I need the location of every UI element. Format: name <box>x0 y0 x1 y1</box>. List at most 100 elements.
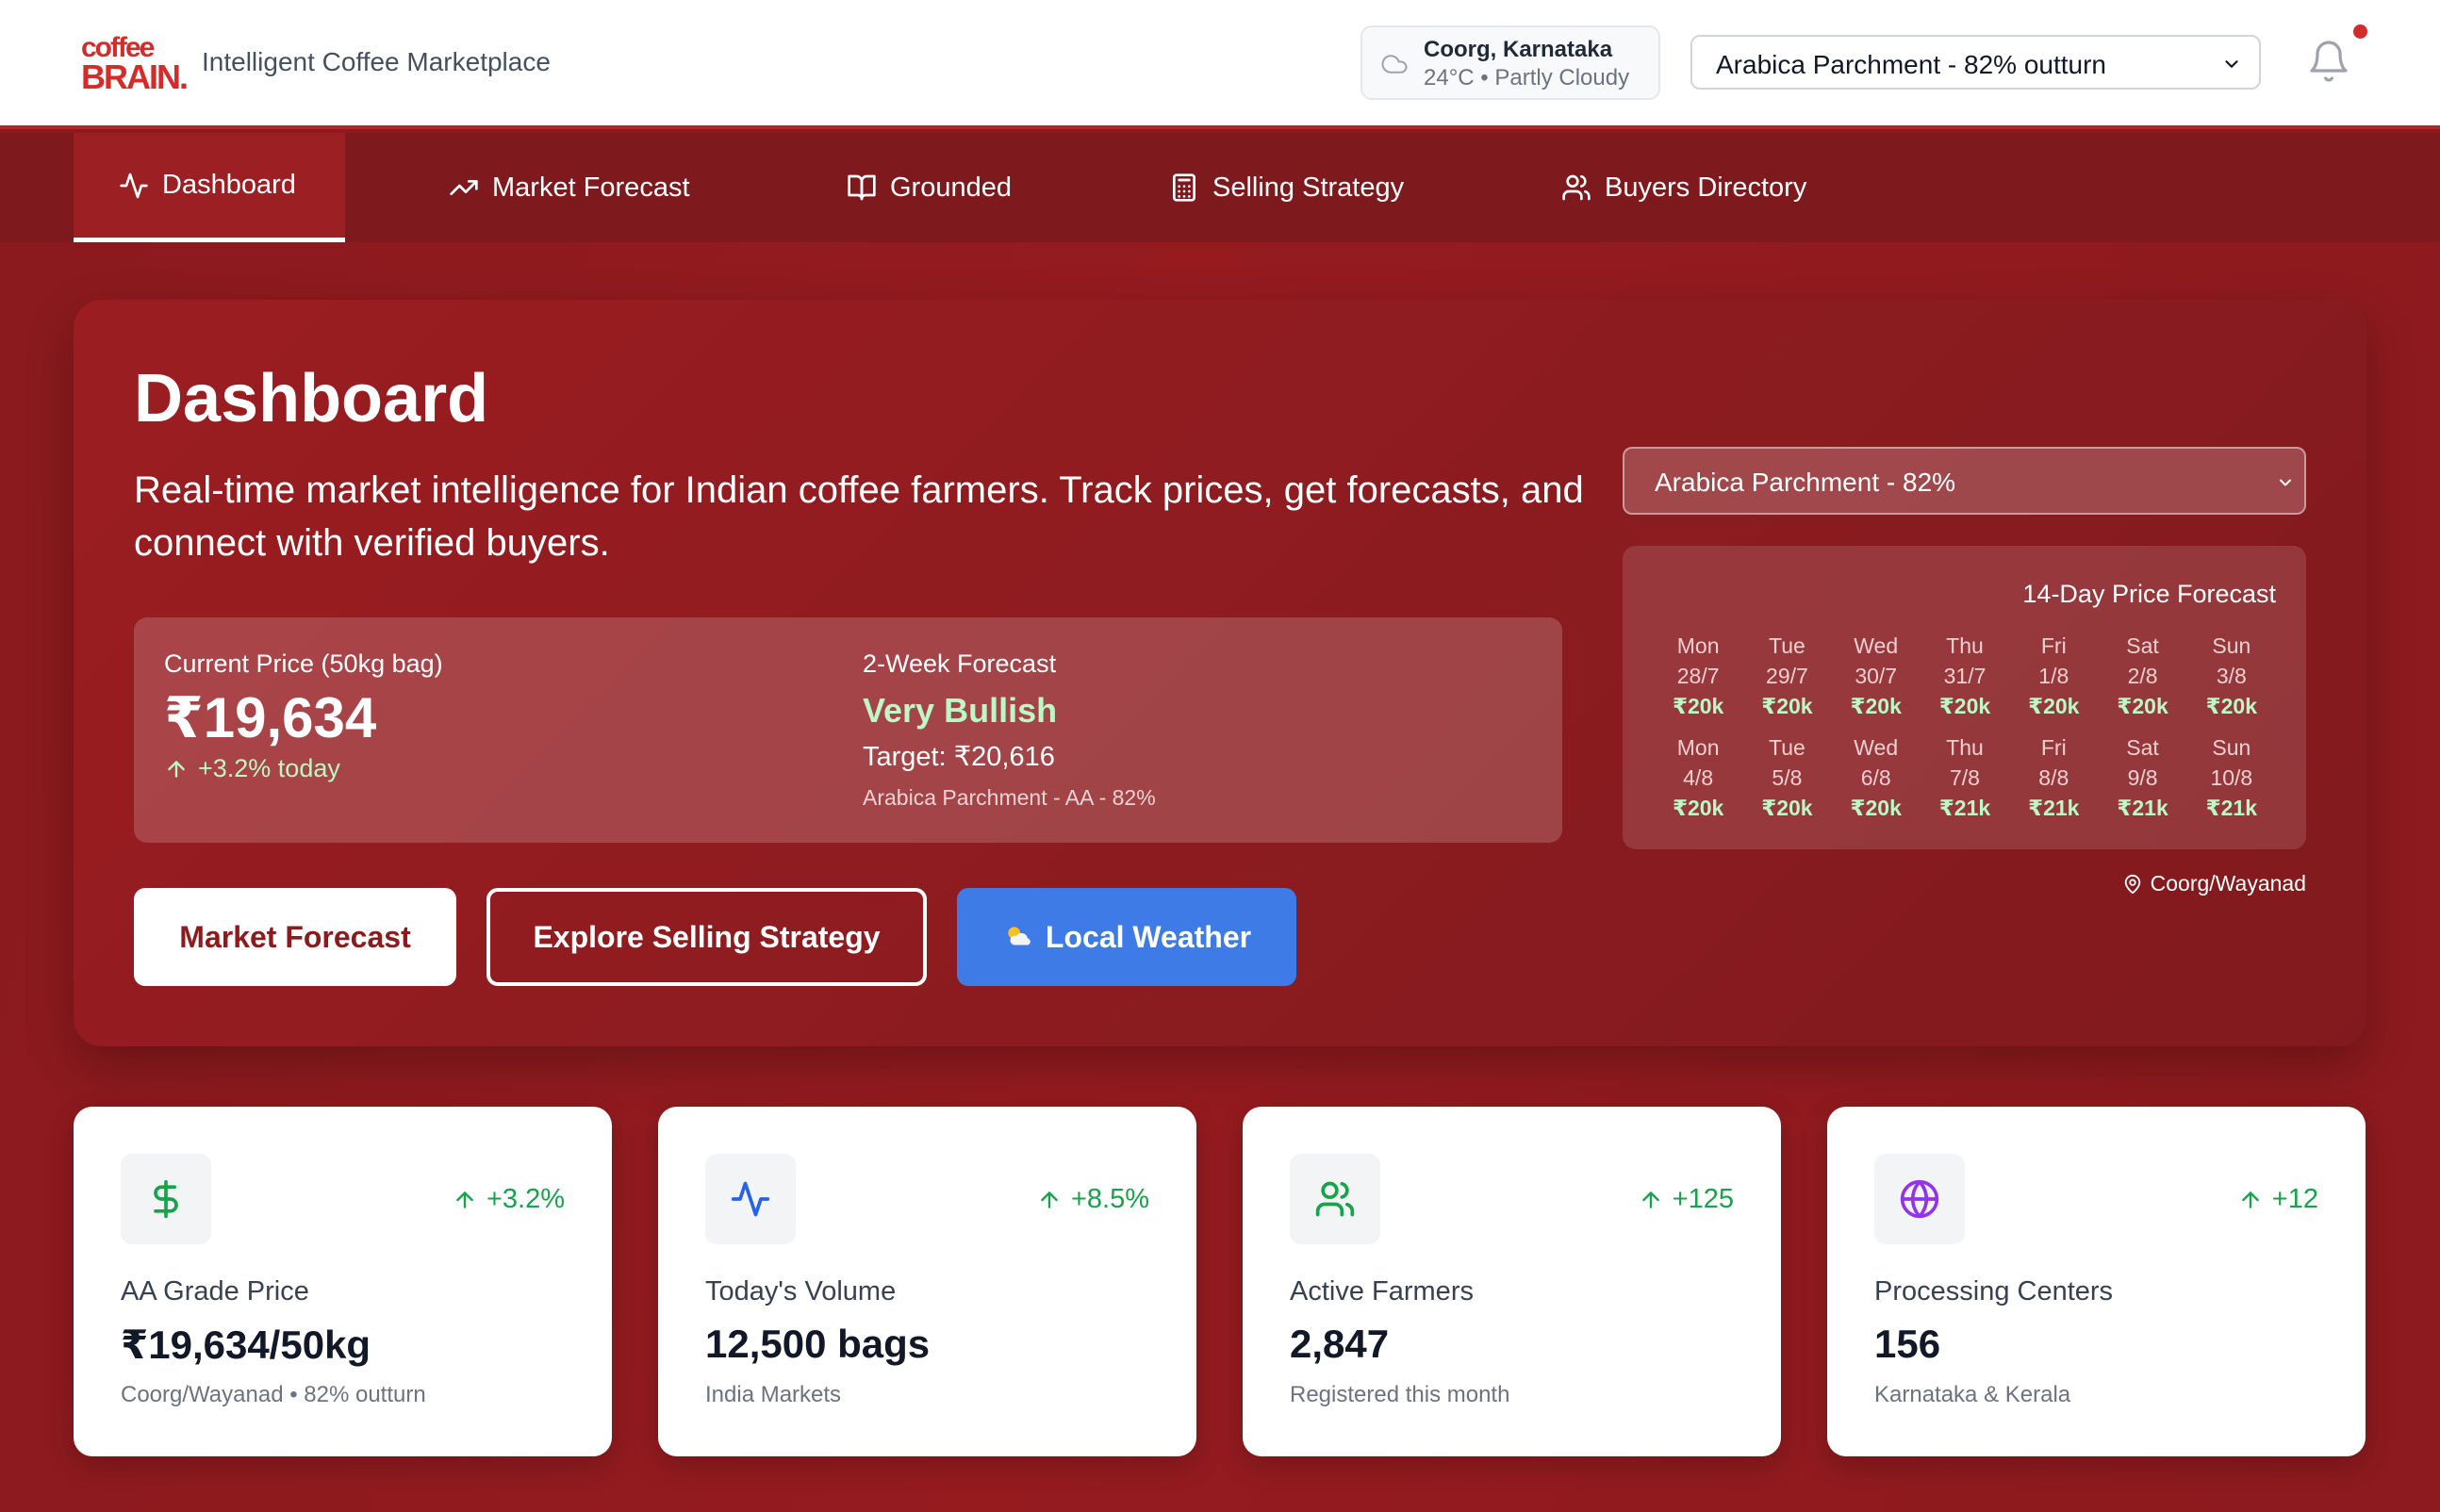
forecast-day-cell: Sat 9/8 ₹21k <box>2098 732 2186 823</box>
forecast-date: 7/8 <box>1950 765 1980 790</box>
button-label: Local Weather <box>1045 919 1252 954</box>
sun-cloud-icon <box>1008 927 1030 945</box>
current-price-label: Current Price (50kg bag) <box>164 649 443 678</box>
forecast-panel-title: 14-Day Price Forecast <box>2022 580 2276 608</box>
forecast-price: ₹20k <box>2028 694 2080 718</box>
stat-icon-bg <box>1290 1154 1380 1244</box>
stat-delta-text: +12 <box>2271 1184 2318 1214</box>
forecast-date: 8/8 <box>2038 765 2069 790</box>
forecast-day-cell: Wed 30/7 ₹20k <box>1832 631 1921 721</box>
price-change-text: +3.2% today <box>198 754 340 782</box>
page-title: Dashboard <box>134 361 489 436</box>
activity-icon <box>731 1181 770 1217</box>
forecast-panel: 14-Day Price Forecast Mon 28/7 ₹20k Tue 29/7… <box>1623 546 2306 849</box>
book-open-icon <box>848 174 876 201</box>
page-subtitle: Real-time market intelligence for Indian… <box>134 469 1584 564</box>
forecast-date: 9/8 <box>2127 765 2158 790</box>
variety-select[interactable]: Arabica Parchment - 82% outturn <box>1690 35 2261 90</box>
forecast-price: ₹20k <box>2117 694 2168 718</box>
tab-grounded[interactable]: Grounded <box>801 133 1057 242</box>
stat-card-todays-volume[interactable]: +8.5% Today's Volume 12,500 bags India M… <box>658 1107 1196 1456</box>
local-weather-button[interactable]: Local Weather <box>957 888 1296 986</box>
stat-subtext: Karnataka & Kerala <box>1874 1382 2071 1407</box>
tab-buyers-directory[interactable]: Buyers Directory <box>1516 133 1852 242</box>
tab-label: Selling Strategy <box>1212 172 1405 203</box>
forecast-price: ₹20k <box>1672 694 1724 718</box>
stat-label: Processing Centers <box>1874 1276 2114 1307</box>
forecast-date: 6/8 <box>1860 765 1891 790</box>
logo-line2: BRAIN. <box>81 58 189 96</box>
stat-label: AA Grade Price <box>121 1276 309 1307</box>
stat-value: 12,500 bags <box>705 1322 931 1366</box>
tab-selling-strategy[interactable]: Selling Strategy <box>1124 133 1449 242</box>
stat-delta: +125 <box>1639 1184 1734 1215</box>
forecast-price: ₹21k <box>2117 796 2168 820</box>
forecast-day: Thu <box>1946 633 1984 658</box>
stat-label: Active Farmers <box>1290 1276 1474 1307</box>
forecast-date: 1/8 <box>2038 664 2069 688</box>
variety-select-value: Arabica Parchment - 82% outturn <box>1716 50 2106 79</box>
forecast-day: Thu <box>1946 735 1984 760</box>
stat-icon-bg <box>705 1154 796 1244</box>
main-nav: Dashboard Market Forecast Grounded Selli… <box>0 133 2440 242</box>
top-header: coffee BRAIN. Intelligent Coffee Marketp… <box>0 0 2440 129</box>
arrow-up-icon <box>1641 1191 1659 1208</box>
market-forecast-button[interactable]: Market Forecast <box>134 888 456 986</box>
forecast-day: Sat <box>2126 735 2159 760</box>
forecast-day: Tue <box>1769 735 1805 760</box>
weather-chip[interactable]: Coorg, Karnataka 24°C • Partly Cloudy <box>1360 25 1660 100</box>
forecast-day: Mon <box>1676 735 1720 760</box>
notification-badge <box>2353 25 2367 39</box>
forecast-day: Fri <box>2040 735 2067 760</box>
stat-delta-text: +3.2% <box>486 1184 565 1214</box>
arrow-up-icon <box>456 1191 473 1208</box>
users-icon <box>1315 1181 1355 1217</box>
tab-label: Market Forecast <box>492 172 690 203</box>
stat-card-processing-centers[interactable]: +12 Processing Centers 156 Karnataka & K… <box>1827 1107 2366 1456</box>
forecast-day-cell: Mon 28/7 ₹20k <box>1654 631 1742 721</box>
arrow-up-icon <box>1041 1191 1058 1208</box>
forecast-price: ₹20k <box>1850 694 1902 718</box>
stat-icon-bg <box>1874 1154 1965 1244</box>
forecast-date: 29/7 <box>1766 664 1808 688</box>
chevron-down-icon <box>2280 479 2291 486</box>
forecast-day: Sun <box>2212 633 2251 658</box>
stat-card-aa-grade-price[interactable]: +3.2% AA Grade Price ₹19,634/50kg Coorg/… <box>74 1107 612 1456</box>
bell-icon[interactable] <box>2306 38 2351 85</box>
arrow-up-icon <box>2242 1191 2259 1208</box>
forecast-price: ₹20k <box>1761 796 1813 820</box>
button-label: Explore Selling Strategy <box>533 919 881 954</box>
trending-up-icon <box>450 180 478 195</box>
selling-strategy-button[interactable]: Explore Selling Strategy <box>486 888 927 986</box>
forecast-date: 3/8 <box>2216 664 2247 688</box>
stat-label: Today's Volume <box>705 1276 897 1307</box>
coffee-brain-logo[interactable]: coffee BRAIN. <box>81 34 189 96</box>
forecast-location-text: Coorg/Wayanad <box>2150 871 2306 896</box>
forecast-day-cell: Wed 6/8 ₹20k <box>1832 732 1921 823</box>
forecast-variety-select[interactable]: Arabica Parchment - 82% <box>1623 447 2306 515</box>
stat-delta-text: +125 <box>1672 1184 1734 1214</box>
stat-delta: +8.5% <box>1037 1184 1149 1215</box>
stat-value: 2,847 <box>1290 1322 1390 1366</box>
stat-subtext: Coorg/Wayanad • 82% outturn <box>121 1382 426 1407</box>
dollar-icon <box>154 1179 178 1219</box>
tab-dashboard[interactable]: Dashboard <box>74 133 345 242</box>
forecast-day-cell: Sun 10/8 ₹21k <box>2187 732 2276 823</box>
forecast-price: ₹20k <box>2205 694 2258 718</box>
price-summary-box: Current Price (50kg bag) ₹19,634 +3.2% t… <box>134 617 1562 843</box>
globe-icon <box>1900 1179 1939 1219</box>
calculator-icon <box>1173 173 1195 202</box>
stat-subtext: Registered this month <box>1290 1382 1510 1407</box>
button-label: Market Forecast <box>179 919 411 954</box>
users-icon <box>1562 174 1591 201</box>
forecast-date: 2/8 <box>2127 664 2158 688</box>
forecast-day-cell: Sun 3/8 ₹20k <box>2187 631 2276 721</box>
forecast-price: ₹20k <box>1850 796 1902 820</box>
forecast-day: Sun <box>2212 735 2251 760</box>
stat-card-active-farmers[interactable]: +125 Active Farmers 2,847 Registered thi… <box>1243 1107 1781 1456</box>
tab-market-forecast[interactable]: Market Forecast <box>404 133 735 242</box>
forecast-date: 10/8 <box>2210 765 2253 790</box>
forecast-day-cell: Tue 5/8 ₹20k <box>1742 732 1831 823</box>
stat-delta: +3.2% <box>453 1184 565 1215</box>
tab-label: Dashboard <box>162 170 296 200</box>
